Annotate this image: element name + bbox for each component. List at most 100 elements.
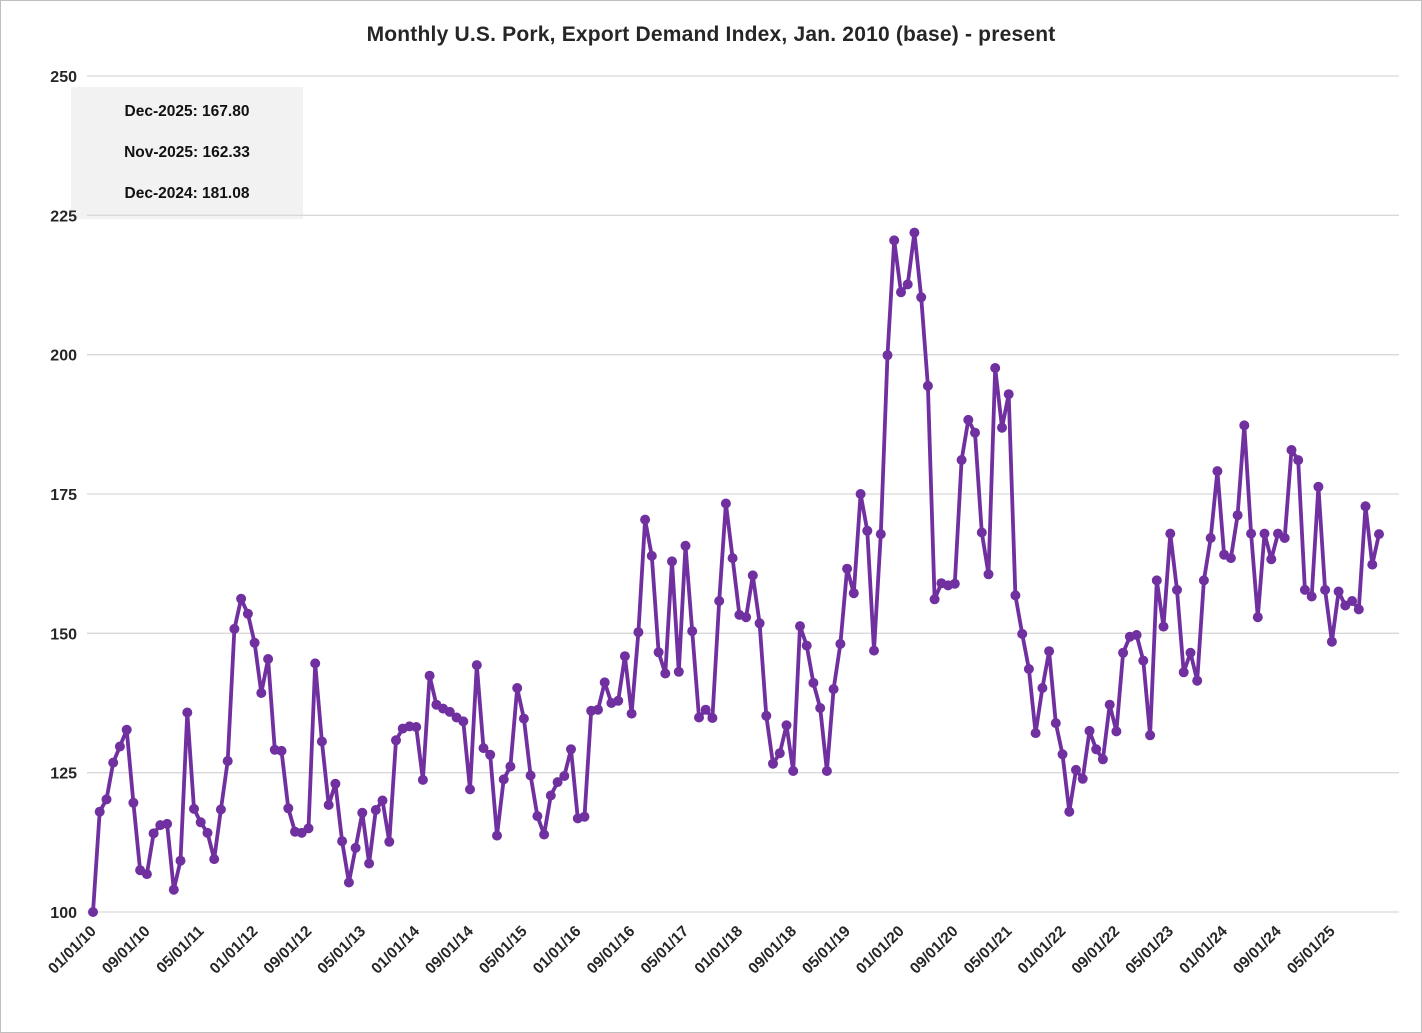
data-point — [640, 514, 651, 525]
annotation-box: Dec-2025: 167.80 Nov-2025: 162.33 Dec-20… — [71, 87, 303, 219]
data-point — [842, 563, 853, 574]
data-point — [559, 771, 570, 781]
x-axis-tick-label: 05/01/17 — [638, 923, 693, 978]
data-point — [774, 748, 785, 759]
data-point — [613, 695, 624, 706]
x-axis-tick-label: 01/01/14 — [368, 923, 423, 978]
data-point — [1320, 584, 1331, 595]
data-point — [242, 608, 253, 619]
x-axis-tick-label: 05/01/25 — [1284, 923, 1339, 978]
data-point — [1097, 754, 1108, 765]
data-point — [929, 594, 940, 605]
data-point — [949, 578, 960, 589]
data-point — [337, 836, 348, 847]
data-point — [768, 758, 778, 769]
data-point — [94, 806, 105, 817]
data-point — [485, 749, 496, 760]
data-point — [741, 612, 752, 623]
y-axis-tick-label: 200 — [50, 348, 77, 365]
data-point — [1246, 528, 1257, 539]
data-point — [1198, 575, 1209, 586]
x-axis-tick-label: 05/01/19 — [799, 923, 854, 978]
data-point — [1286, 445, 1297, 455]
data-point — [175, 855, 186, 866]
data-point — [444, 706, 455, 717]
y-axis-tick-label: 175 — [50, 487, 77, 504]
data-point — [330, 778, 341, 789]
data-point — [424, 670, 435, 681]
x-axis-tick-label: 01/01/20 — [853, 923, 908, 978]
data-point — [1037, 683, 1048, 693]
data-point — [263, 654, 274, 664]
data-point — [626, 708, 637, 719]
x-axis-tick-label: 01/01/16 — [530, 923, 585, 978]
data-point — [539, 829, 550, 840]
data-point — [1313, 481, 1324, 492]
data-point — [862, 525, 873, 536]
data-point — [114, 741, 125, 752]
x-axis-tick-label: 09/01/10 — [99, 923, 154, 978]
x-axis-tick-label: 01/01/18 — [692, 923, 747, 978]
data-point — [1044, 646, 1055, 657]
data-point — [498, 774, 509, 785]
data-point — [343, 877, 354, 888]
x-axis-tick-label: 01/01/24 — [1176, 923, 1231, 978]
x-axis-tick-label: 09/01/24 — [1230, 923, 1285, 978]
data-point — [1131, 630, 1142, 640]
x-axis-tick-label: 09/01/14 — [422, 923, 477, 978]
data-point — [384, 836, 395, 847]
data-point — [505, 761, 516, 772]
data-point — [512, 683, 523, 693]
data-point — [990, 363, 1001, 373]
data-point — [1225, 553, 1236, 564]
data-point — [1151, 575, 1162, 586]
data-point — [1145, 730, 1156, 741]
data-point — [364, 858, 375, 869]
x-axis-tick-label: 05/01/23 — [1122, 923, 1177, 978]
data-point — [229, 623, 240, 634]
data-point — [310, 658, 321, 669]
data-point — [1239, 420, 1250, 431]
data-point — [1158, 621, 1169, 632]
data-point — [1050, 718, 1061, 729]
annotation-year-ago-value: Dec-2024: 181.08 — [124, 185, 250, 203]
data-point — [922, 380, 933, 391]
data-point — [1057, 749, 1068, 760]
y-axis-tick-label: 250 — [50, 69, 77, 86]
data-point — [316, 736, 327, 747]
y-axis-tick-label: 225 — [50, 208, 77, 225]
data-point — [1017, 628, 1028, 639]
data-point — [727, 553, 738, 564]
data-point — [283, 803, 294, 814]
data-point — [781, 720, 792, 731]
data-point — [1374, 529, 1384, 540]
data-point — [391, 735, 401, 746]
data-point — [869, 645, 879, 656]
data-point — [707, 713, 718, 723]
data-point — [970, 427, 980, 438]
data-point — [916, 292, 927, 303]
data-point — [162, 818, 173, 829]
data-point — [680, 540, 691, 551]
data-point — [848, 588, 859, 599]
data-point — [633, 627, 644, 638]
data-point — [619, 651, 630, 662]
data-point — [1266, 554, 1277, 565]
data-point — [815, 703, 826, 713]
data-point — [1326, 636, 1337, 647]
data-point — [518, 713, 529, 724]
data-point — [956, 455, 967, 465]
data-point — [189, 803, 199, 814]
data-point — [1111, 726, 1122, 737]
data-point — [700, 704, 711, 715]
x-axis-tick-label: 01/01/22 — [1015, 923, 1070, 978]
data-point — [875, 529, 886, 540]
data-point — [599, 677, 610, 688]
x-axis-tick-label: 05/01/13 — [314, 923, 369, 978]
data-point — [667, 556, 677, 567]
data-point — [478, 743, 489, 754]
x-axis-tick-label: 09/01/12 — [261, 923, 316, 978]
annotation-previous-value: Nov-2025: 162.33 — [124, 143, 250, 161]
data-point — [855, 489, 866, 499]
